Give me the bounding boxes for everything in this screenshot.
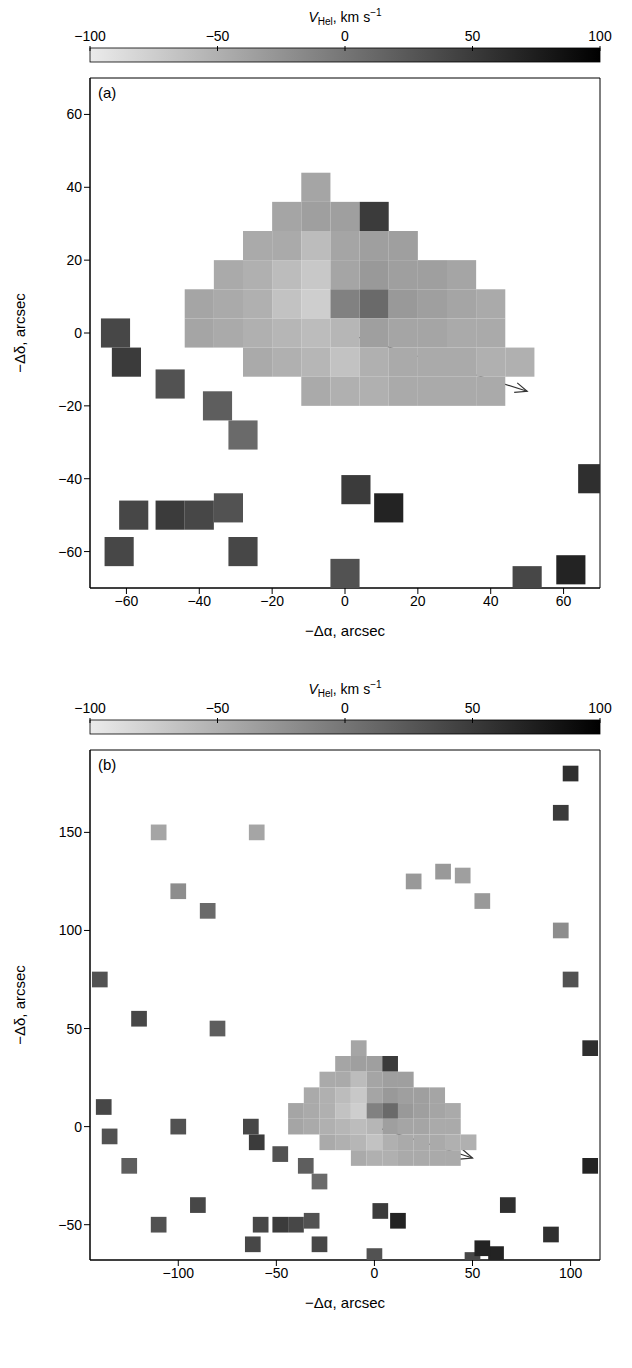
html-text:50: 50 <box>464 28 481 44</box>
html-text:100: 100 <box>588 700 612 716</box>
svg-text:20: 20 <box>410 593 426 609</box>
html-text:−100: −100 <box>74 700 106 716</box>
svg-text:150: 150 <box>59 824 83 840</box>
svg-text:0: 0 <box>371 1265 379 1281</box>
svg-text:−20: −20 <box>260 593 284 609</box>
html-text:−Δδ, arcsec: −Δδ, arcsec <box>11 965 28 1045</box>
svg-text:50: 50 <box>465 1265 481 1281</box>
svg-text:40: 40 <box>483 593 499 609</box>
html-text:−Δα, arcsec: −Δα, arcsec <box>305 622 385 639</box>
html-text:(a): (a) <box>98 84 117 101</box>
html-text:50: 50 <box>464 700 481 716</box>
html-text:−50: −50 <box>205 28 230 44</box>
svg-text:0: 0 <box>74 325 82 341</box>
svg-text:−40: −40 <box>187 593 211 609</box>
svg-text:0: 0 <box>74 1119 82 1135</box>
html-text:VHel, km s−1: VHel, km s−1 <box>308 679 382 700</box>
svg-text:0: 0 <box>341 593 349 609</box>
html-text:100: 100 <box>588 28 612 44</box>
html-text:VHel, km s−1: VHel, km s−1 <box>308 7 382 28</box>
html-text:−Δα, arcsec: −Δα, arcsec <box>305 1294 385 1311</box>
html-text:−100: −100 <box>74 28 106 44</box>
svg-text:100: 100 <box>559 1265 583 1281</box>
svg-text:60: 60 <box>556 593 572 609</box>
svg-text:−50: −50 <box>264 1265 288 1281</box>
svg-text:−60: −60 <box>58 544 82 560</box>
html-text:0: 0 <box>341 700 349 716</box>
svg-text:−100: −100 <box>162 1265 194 1281</box>
svg-text:−40: −40 <box>58 471 82 487</box>
svg-text:−50: −50 <box>58 1217 82 1233</box>
html-text:(b): (b) <box>98 756 117 773</box>
svg-text:−60: −60 <box>115 593 139 609</box>
svg-text:60: 60 <box>66 106 82 122</box>
svg-text:−20: −20 <box>58 398 82 414</box>
html-text:−Δδ, arcsec: −Δδ, arcsec <box>11 293 28 373</box>
html-text:−50: −50 <box>205 700 230 716</box>
html-text:0: 0 <box>341 28 349 44</box>
svg-text:100: 100 <box>59 922 83 938</box>
svg-text:40: 40 <box>66 179 82 195</box>
svg-text:20: 20 <box>66 252 82 268</box>
svg-text:50: 50 <box>66 1021 82 1037</box>
